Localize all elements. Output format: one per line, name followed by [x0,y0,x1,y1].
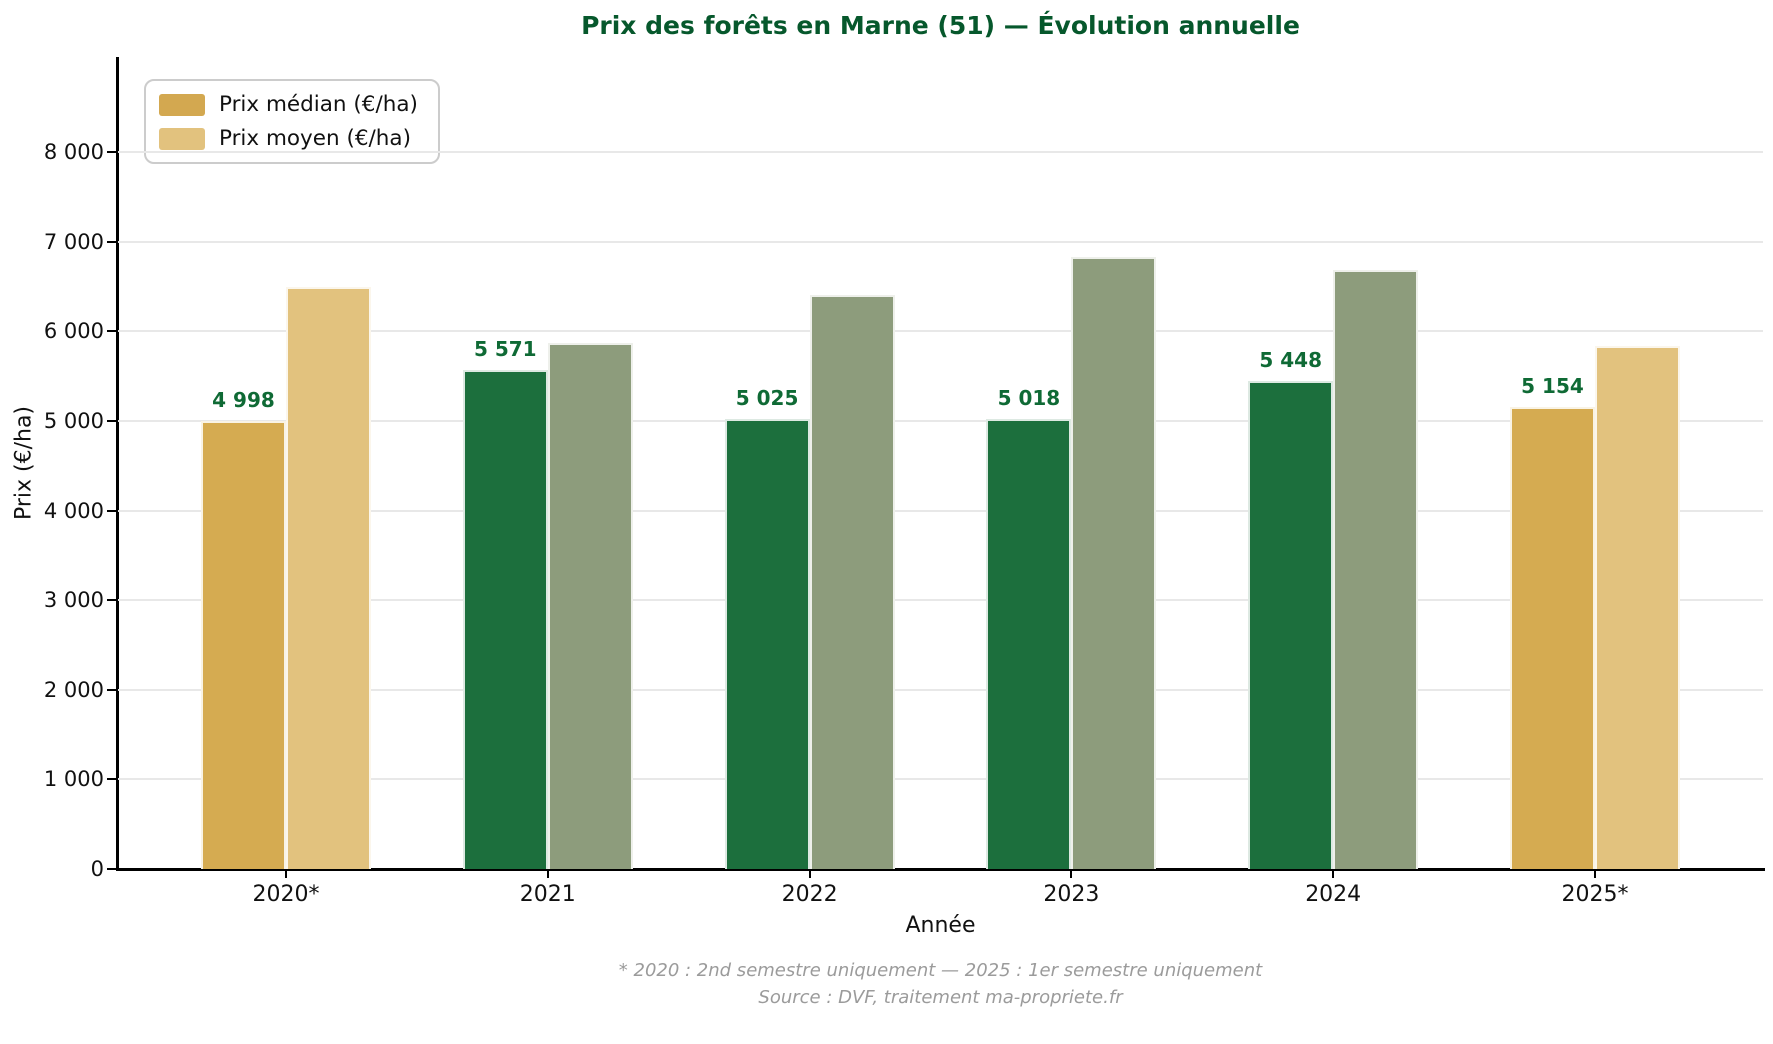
x-tick-label-2023: 2023 [1043,882,1100,907]
bar-value-label-2024: 5 448 [1259,347,1322,372]
y-tick-7000 [107,240,116,243]
legend-label-median: Prix médian (€/ha) [219,92,418,117]
bar-median-2023 [986,419,1072,869]
y-tick-label-4000: 4 000 [43,498,104,523]
y-axis-spine [116,57,119,871]
gridline-8000 [118,151,1763,153]
y-tick-label-1000: 1 000 [43,767,104,792]
x-tick-label-2025: 2025* [1561,882,1629,907]
x-tick-label-2021: 2021 [519,882,576,907]
bar-mean-2023 [1071,256,1157,869]
bar-value-label-2022: 5 025 [735,385,799,410]
y-tick-label-0: 0 [90,857,104,881]
x-axis-label: Année [905,913,976,938]
legend: Prix médian (€/ha) Prix moyen (€/ha) [144,79,440,164]
bar-median-2024 [1248,380,1334,869]
x-tick-label-2020: 2020* [252,882,320,907]
legend-item-median: Prix médian (€/ha) [159,92,418,117]
y-tick-3000 [107,599,116,602]
bar-value-label-2023: 5 018 [997,386,1061,411]
x-tick-label-2024: 2024 [1305,882,1362,907]
bar-mean-2021 [547,342,633,869]
y-tick-6000 [107,330,116,333]
y-tick-5000 [107,419,116,422]
footnote-source: Source : DVF, traitement ma-propriete.fr [758,987,1123,1008]
bar-value-label-2020: 4 998 [212,388,275,413]
legend-swatch-mean-icon [159,127,205,150]
y-tick-1000 [107,778,116,781]
y-tick-8000 [107,151,116,153]
y-tick-label-8000: 8 000 [43,140,104,164]
x-tick-2021 [546,869,549,878]
bar-mean-2022 [809,294,895,869]
bar-median-2025 [1510,407,1595,869]
gridline-7000 [118,240,1763,243]
footnote-semesters: * 2020 : 2nd semestre uniquement — 2025 … [618,960,1263,981]
gridline-5000 [118,419,1763,422]
gridline-1000 [118,778,1763,781]
bar-value-label-2021: 5 571 [473,336,537,361]
x-tick-2020 [285,869,287,878]
y-tick-label-7000: 7 000 [43,229,104,254]
bar-value-label-2025: 5 154 [1521,374,1584,399]
x-tick-2024 [1332,869,1335,878]
legend-item-mean: Prix moyen (€/ha) [159,126,418,151]
bar-median-2021 [462,369,548,869]
y-tick-label-5000: 5 000 [43,408,104,433]
y-tick-label-2000: 2 000 [43,677,104,702]
y-tick-2000 [107,688,116,691]
bar-mean-2024 [1333,270,1419,869]
bar-mean-2020 [286,287,371,869]
x-tick-2022 [808,869,811,878]
y-tick-label-3000: 3 000 [43,588,104,613]
gridline-6000 [118,330,1763,333]
y-tick-4000 [107,509,116,512]
gridline-2000 [118,688,1763,691]
bar-median-2022 [724,418,810,869]
x-tick-2023 [1070,869,1073,878]
x-axis-spine [116,868,1765,871]
bar-median-2020 [201,421,286,869]
x-tick-label-2022: 2022 [781,882,838,907]
bar-mean-2025 [1595,345,1680,869]
y-tick-label-6000: 6 000 [43,319,104,344]
gridline-3000 [118,599,1763,602]
y-tick-0 [107,868,116,870]
x-tick-2025 [1594,869,1596,878]
legend-label-mean: Prix moyen (€/ha) [219,126,411,151]
gridline-4000 [118,509,1763,512]
legend-swatch-median-icon [159,93,205,116]
chart-title: Prix des forêts en Marne (51) — Évolutio… [581,11,1300,40]
plot-area: Prix médian (€/ha) Prix moyen (€/ha) 4 9… [118,57,1763,869]
